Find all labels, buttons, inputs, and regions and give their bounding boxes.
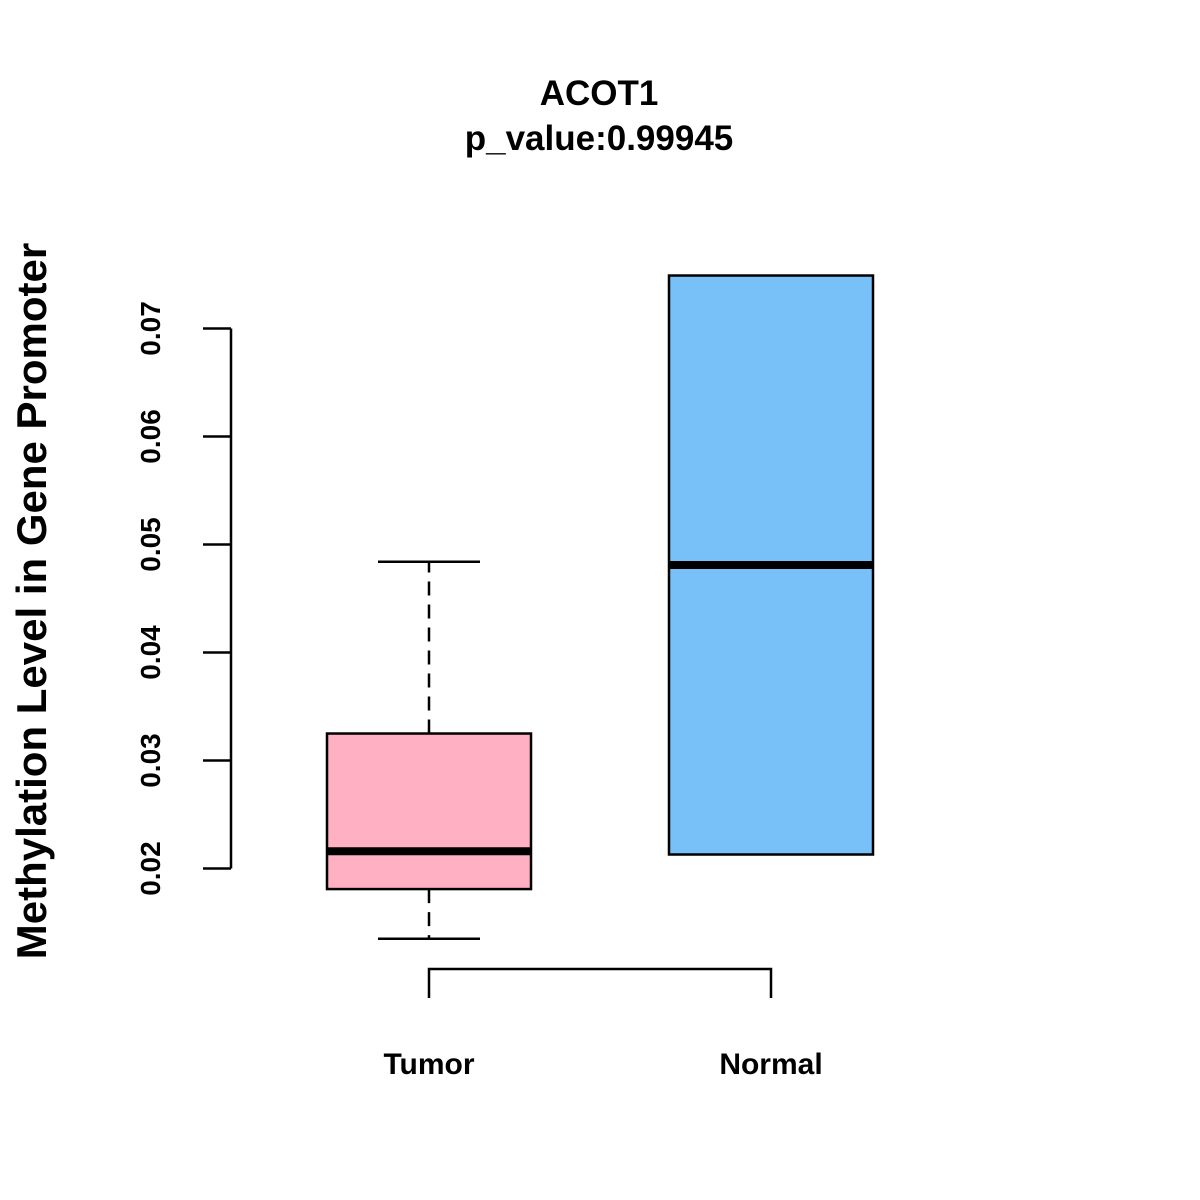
boxes [325,274,875,941]
box-tumor [325,560,533,941]
y-ticks: 0.02 0.03 0.04 0.05 0.06 0.07 [135,301,231,896]
y-tick-label: 0.07 [135,301,166,356]
y-tick-label: 0.06 [135,409,166,464]
y-tick-label: 0.02 [135,841,166,896]
x-axis: Tumor Normal [383,967,823,1081]
y-tick-label: 0.05 [135,517,166,572]
y-axis: 0.02 0.03 0.04 0.05 0.06 0.07 [135,301,233,896]
x-axis-bracket [427,967,773,998]
x-tick-label-tumor: Tumor [383,1048,474,1081]
box-iqr [325,732,533,891]
box-normal [667,274,875,856]
chart-subtitle: p_value:0.99945 [465,119,734,158]
y-tick-label: 0.04 [135,625,166,680]
chart-title: ACOT1 [540,74,659,113]
y-tick-label: 0.03 [135,733,166,788]
x-tick-label-normal: Normal [719,1048,822,1081]
y-axis-label: Methylation Level in Gene Promoter [8,243,55,959]
